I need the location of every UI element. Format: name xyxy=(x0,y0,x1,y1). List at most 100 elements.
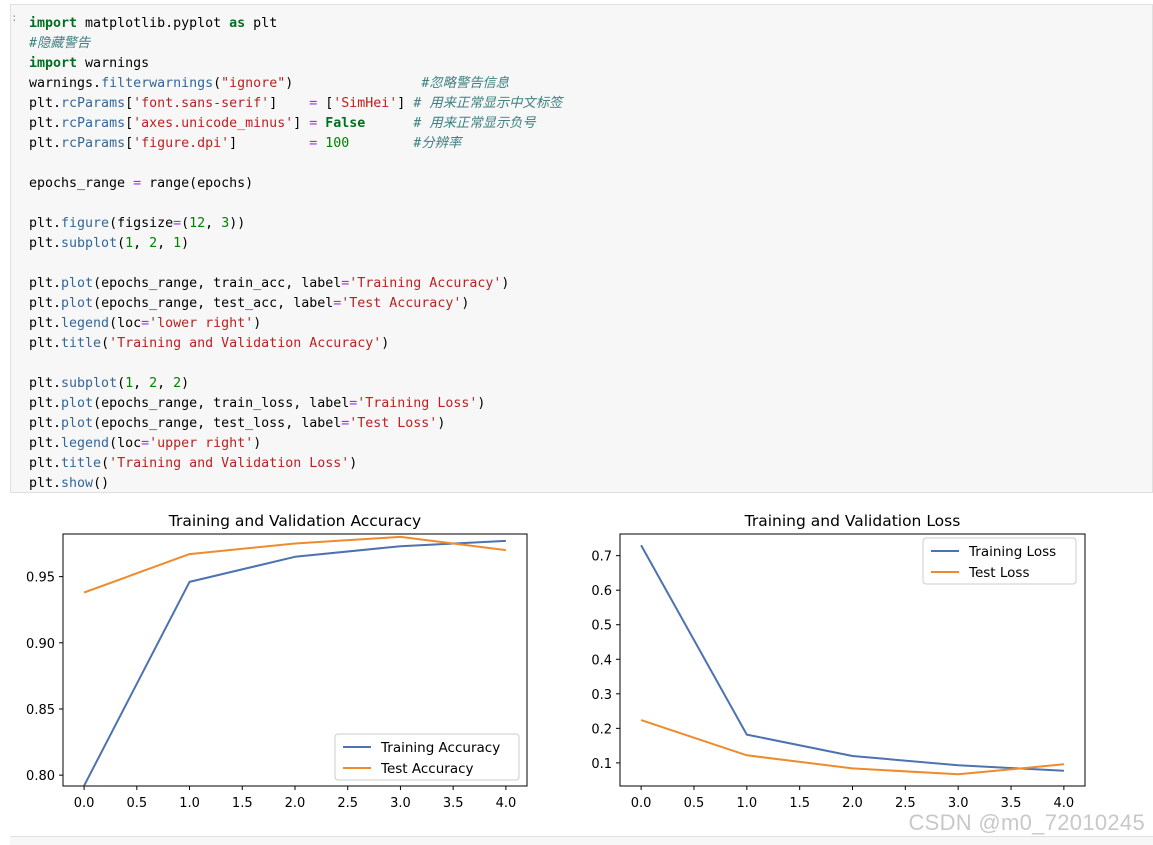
code-line xyxy=(29,354,562,374)
code-token: [ xyxy=(125,136,133,151)
x-tick-label: 3.0 xyxy=(948,796,969,811)
code-token: (epochs_range, test_loss, label xyxy=(93,416,341,431)
code-token: ( xyxy=(101,456,109,471)
code-token: = xyxy=(133,176,141,191)
code-token: ) xyxy=(253,436,261,451)
code-token: plt. xyxy=(29,96,61,111)
code-token: ( xyxy=(101,336,109,351)
code-line: plt.rcParams['figure.dpi'] = 100 #分辨率 xyxy=(29,134,562,154)
code-line: plt.subplot(1, 2, 1) xyxy=(29,234,562,254)
code-token: ] xyxy=(229,136,309,151)
x-tick-label: 2.5 xyxy=(337,796,358,811)
code-token: legend xyxy=(61,436,109,451)
code-token: plt. xyxy=(29,136,61,151)
code-token: 'SimHei' xyxy=(333,96,397,111)
x-tick-label: 2.5 xyxy=(895,796,916,811)
code-line: plt.legend(loc='lower right') xyxy=(29,314,562,334)
code-line: plt.legend(loc='upper right') xyxy=(29,434,562,454)
code-token: ) xyxy=(461,296,469,311)
code-token: plt xyxy=(245,16,277,31)
code-token: ( xyxy=(117,236,125,251)
code-line xyxy=(29,254,562,274)
y-tick-label: 0.2 xyxy=(591,722,612,737)
code-line: #隐藏警告 xyxy=(29,34,562,54)
code-token: 'lower right' xyxy=(149,316,253,331)
code-token: ) xyxy=(181,376,189,391)
code-line: import matplotlib.pyplot as plt xyxy=(29,14,562,34)
code-token: plot xyxy=(61,296,93,311)
code-token: legend xyxy=(61,316,109,331)
y-tick-label: 0.85 xyxy=(26,703,55,718)
code-token: 'Training Accuracy' xyxy=(349,276,501,291)
code-token: plt. xyxy=(29,436,61,451)
code-line: plt.show() xyxy=(29,474,562,494)
code-token: (epochs_range, train_acc, label xyxy=(93,276,341,291)
code-token: , xyxy=(133,376,149,391)
code-token: plot xyxy=(61,276,93,291)
code-token: plt. xyxy=(29,456,61,471)
code-line: plt.plot(epochs_range, train_loss, label… xyxy=(29,394,562,414)
code-token: , xyxy=(157,376,173,391)
code-token: , xyxy=(205,216,221,231)
code-token: 1 xyxy=(125,376,133,391)
code-token: rcParams xyxy=(61,116,125,131)
code-token: ) xyxy=(501,276,509,291)
code-token: plot xyxy=(61,416,93,431)
code-token: 3 xyxy=(221,216,229,231)
code-token: , xyxy=(157,236,173,251)
code-token: ) xyxy=(181,236,189,251)
code-token: 'Test Accuracy' xyxy=(341,296,461,311)
code-token: ) xyxy=(437,416,445,431)
code-token: 100 xyxy=(325,136,349,151)
code-token: plot xyxy=(61,396,93,411)
code-token: [ xyxy=(125,116,133,131)
y-tick-label: 0.95 xyxy=(26,571,55,586)
code-token: plt. xyxy=(29,396,61,411)
code-token: 'Test Loss' xyxy=(349,416,437,431)
x-tick-label: 0.0 xyxy=(74,796,95,811)
series-line xyxy=(641,720,1064,774)
code-token: #隐藏警告 xyxy=(29,36,90,51)
code-editor[interactable]: import matplotlib.pyplot as plt #隐藏警告 impo… xyxy=(29,14,562,494)
code-token: as xyxy=(229,16,245,31)
code-token: 12 xyxy=(189,216,205,231)
code-token: 'font.sans-serif' xyxy=(133,96,269,111)
code-token: ( xyxy=(181,216,189,231)
x-tick-label: 3.0 xyxy=(390,796,411,811)
code-token: ( xyxy=(213,76,221,91)
code-token: figure xyxy=(61,216,109,231)
code-token: plt. xyxy=(29,376,61,391)
code-token: filterwarnings xyxy=(101,76,213,91)
code-token: () xyxy=(93,476,109,491)
code-token: 'upper right' xyxy=(149,436,253,451)
x-tick-label: 3.5 xyxy=(443,796,464,811)
code-token: (figsize xyxy=(109,216,173,231)
code-token: plt. xyxy=(29,276,61,291)
code-token: #分辨率 xyxy=(413,136,461,151)
code-line: plt.plot(epochs_range, train_acc, label=… xyxy=(29,274,562,294)
code-token xyxy=(349,136,413,151)
chart-title: Training and Validation Loss xyxy=(744,512,961,530)
code-token: import xyxy=(29,16,77,31)
x-tick-label: 4.0 xyxy=(496,796,517,811)
code-token: (loc xyxy=(109,436,141,451)
x-tick-label: 3.5 xyxy=(1001,796,1022,811)
code-token: 2 xyxy=(173,376,181,391)
code-line: plt.subplot(1, 2, 2) xyxy=(29,374,562,394)
code-token: plt. xyxy=(29,316,61,331)
code-token: rcParams xyxy=(61,96,125,111)
code-token: False xyxy=(325,116,365,131)
x-tick-label: 0.0 xyxy=(631,796,652,811)
code-token: warnings xyxy=(77,56,149,71)
y-tick-label: 0.7 xyxy=(591,550,612,565)
x-tick-label: 0.5 xyxy=(126,796,147,811)
x-tick-label: 0.5 xyxy=(684,796,705,811)
code-token: warnings. xyxy=(29,76,101,91)
code-token: "ignore" xyxy=(221,76,285,91)
code-token: = xyxy=(141,316,149,331)
